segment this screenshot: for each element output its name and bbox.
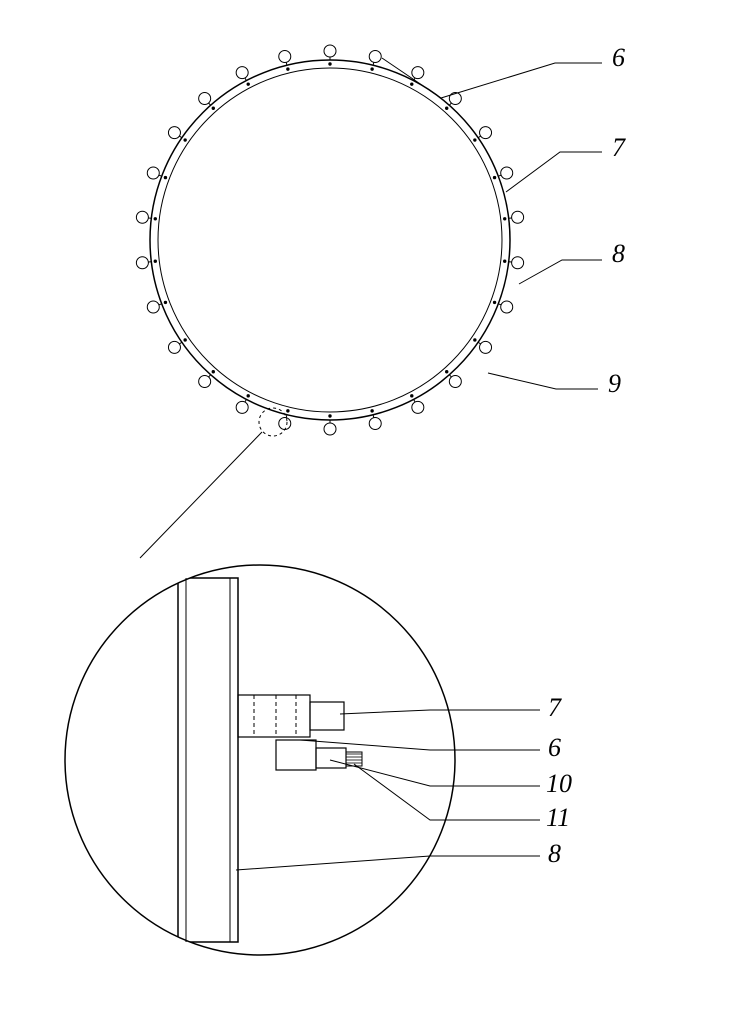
ring-dot [183,138,186,141]
label-6: 6 [612,43,625,72]
nut [316,748,346,768]
label-8: 8 [612,239,625,268]
lug-circle [199,93,211,105]
detail-leader [140,432,262,558]
leader-9 [488,373,598,389]
lug-circle [324,423,336,435]
lug-circle [512,211,524,223]
bolt-cap [276,740,316,770]
lug-circle [480,127,492,139]
ring-dot [493,176,496,179]
ring-dot [164,176,167,179]
lug-circle [501,301,513,313]
lug-circle [279,50,291,62]
leader-d7 [340,710,540,714]
lug-circle [369,50,381,62]
ring-dot [183,338,186,341]
tube-outer [178,578,238,942]
lug-circle [480,341,492,353]
lug-circle [147,301,159,313]
ring-dot [410,82,413,85]
leader-8 [519,260,602,284]
lug-circle [369,418,381,430]
ring-dot [328,62,331,65]
lug-circle [236,67,248,79]
label-9: 9 [608,369,621,398]
ring-dot [247,82,250,85]
lug-circle [412,401,424,413]
ring-dot [493,301,496,304]
ring-dot [445,107,448,110]
ring-dot [286,409,289,412]
lug-circle [168,127,180,139]
ring-dot [154,217,157,220]
ring-inner [158,68,502,412]
lug-circle [412,67,424,79]
lug-circle [501,167,513,179]
lug-circle [147,167,159,179]
leader-7 [506,152,602,192]
lug-circle [512,257,524,269]
ring-dot [473,338,476,341]
label-d8: 8 [548,839,561,868]
leader-6-extra [382,58,441,98]
label-d11: 11 [546,803,570,832]
leader-6 [441,63,602,98]
ring-dot [445,370,448,373]
lug-body [310,702,344,730]
lug-circle [449,93,461,105]
leader-d11 [354,764,540,820]
lug-circle [199,375,211,387]
leader-d8 [236,856,540,870]
label-d10: 10 [546,769,572,798]
ring-dot [370,67,373,70]
label-d6: 6 [548,733,561,762]
lug-circle [136,211,148,223]
ring-dot [328,414,331,417]
ring-dot [154,260,157,263]
ring-dot [286,67,289,70]
lug-circle [136,257,148,269]
lug-circle [449,375,461,387]
flange [238,695,310,737]
lug-circle [168,341,180,353]
ring-dot [410,394,413,397]
detail-marker-circle [259,408,287,436]
ring-dot [212,370,215,373]
label-d7: 7 [548,693,562,722]
ring-dot [247,394,250,397]
ring-dot [503,217,506,220]
ring-dot [473,138,476,141]
lug-circle [279,418,291,430]
ring-outer [150,60,510,420]
ring-dot [164,301,167,304]
lug-circle [236,401,248,413]
ring-dot [503,260,506,263]
detail-view-group [178,578,362,942]
lug-circle [324,45,336,57]
ring-dot [212,107,215,110]
ring-dot [370,409,373,412]
detail-view-circle [65,565,455,955]
label-7: 7 [612,133,626,162]
